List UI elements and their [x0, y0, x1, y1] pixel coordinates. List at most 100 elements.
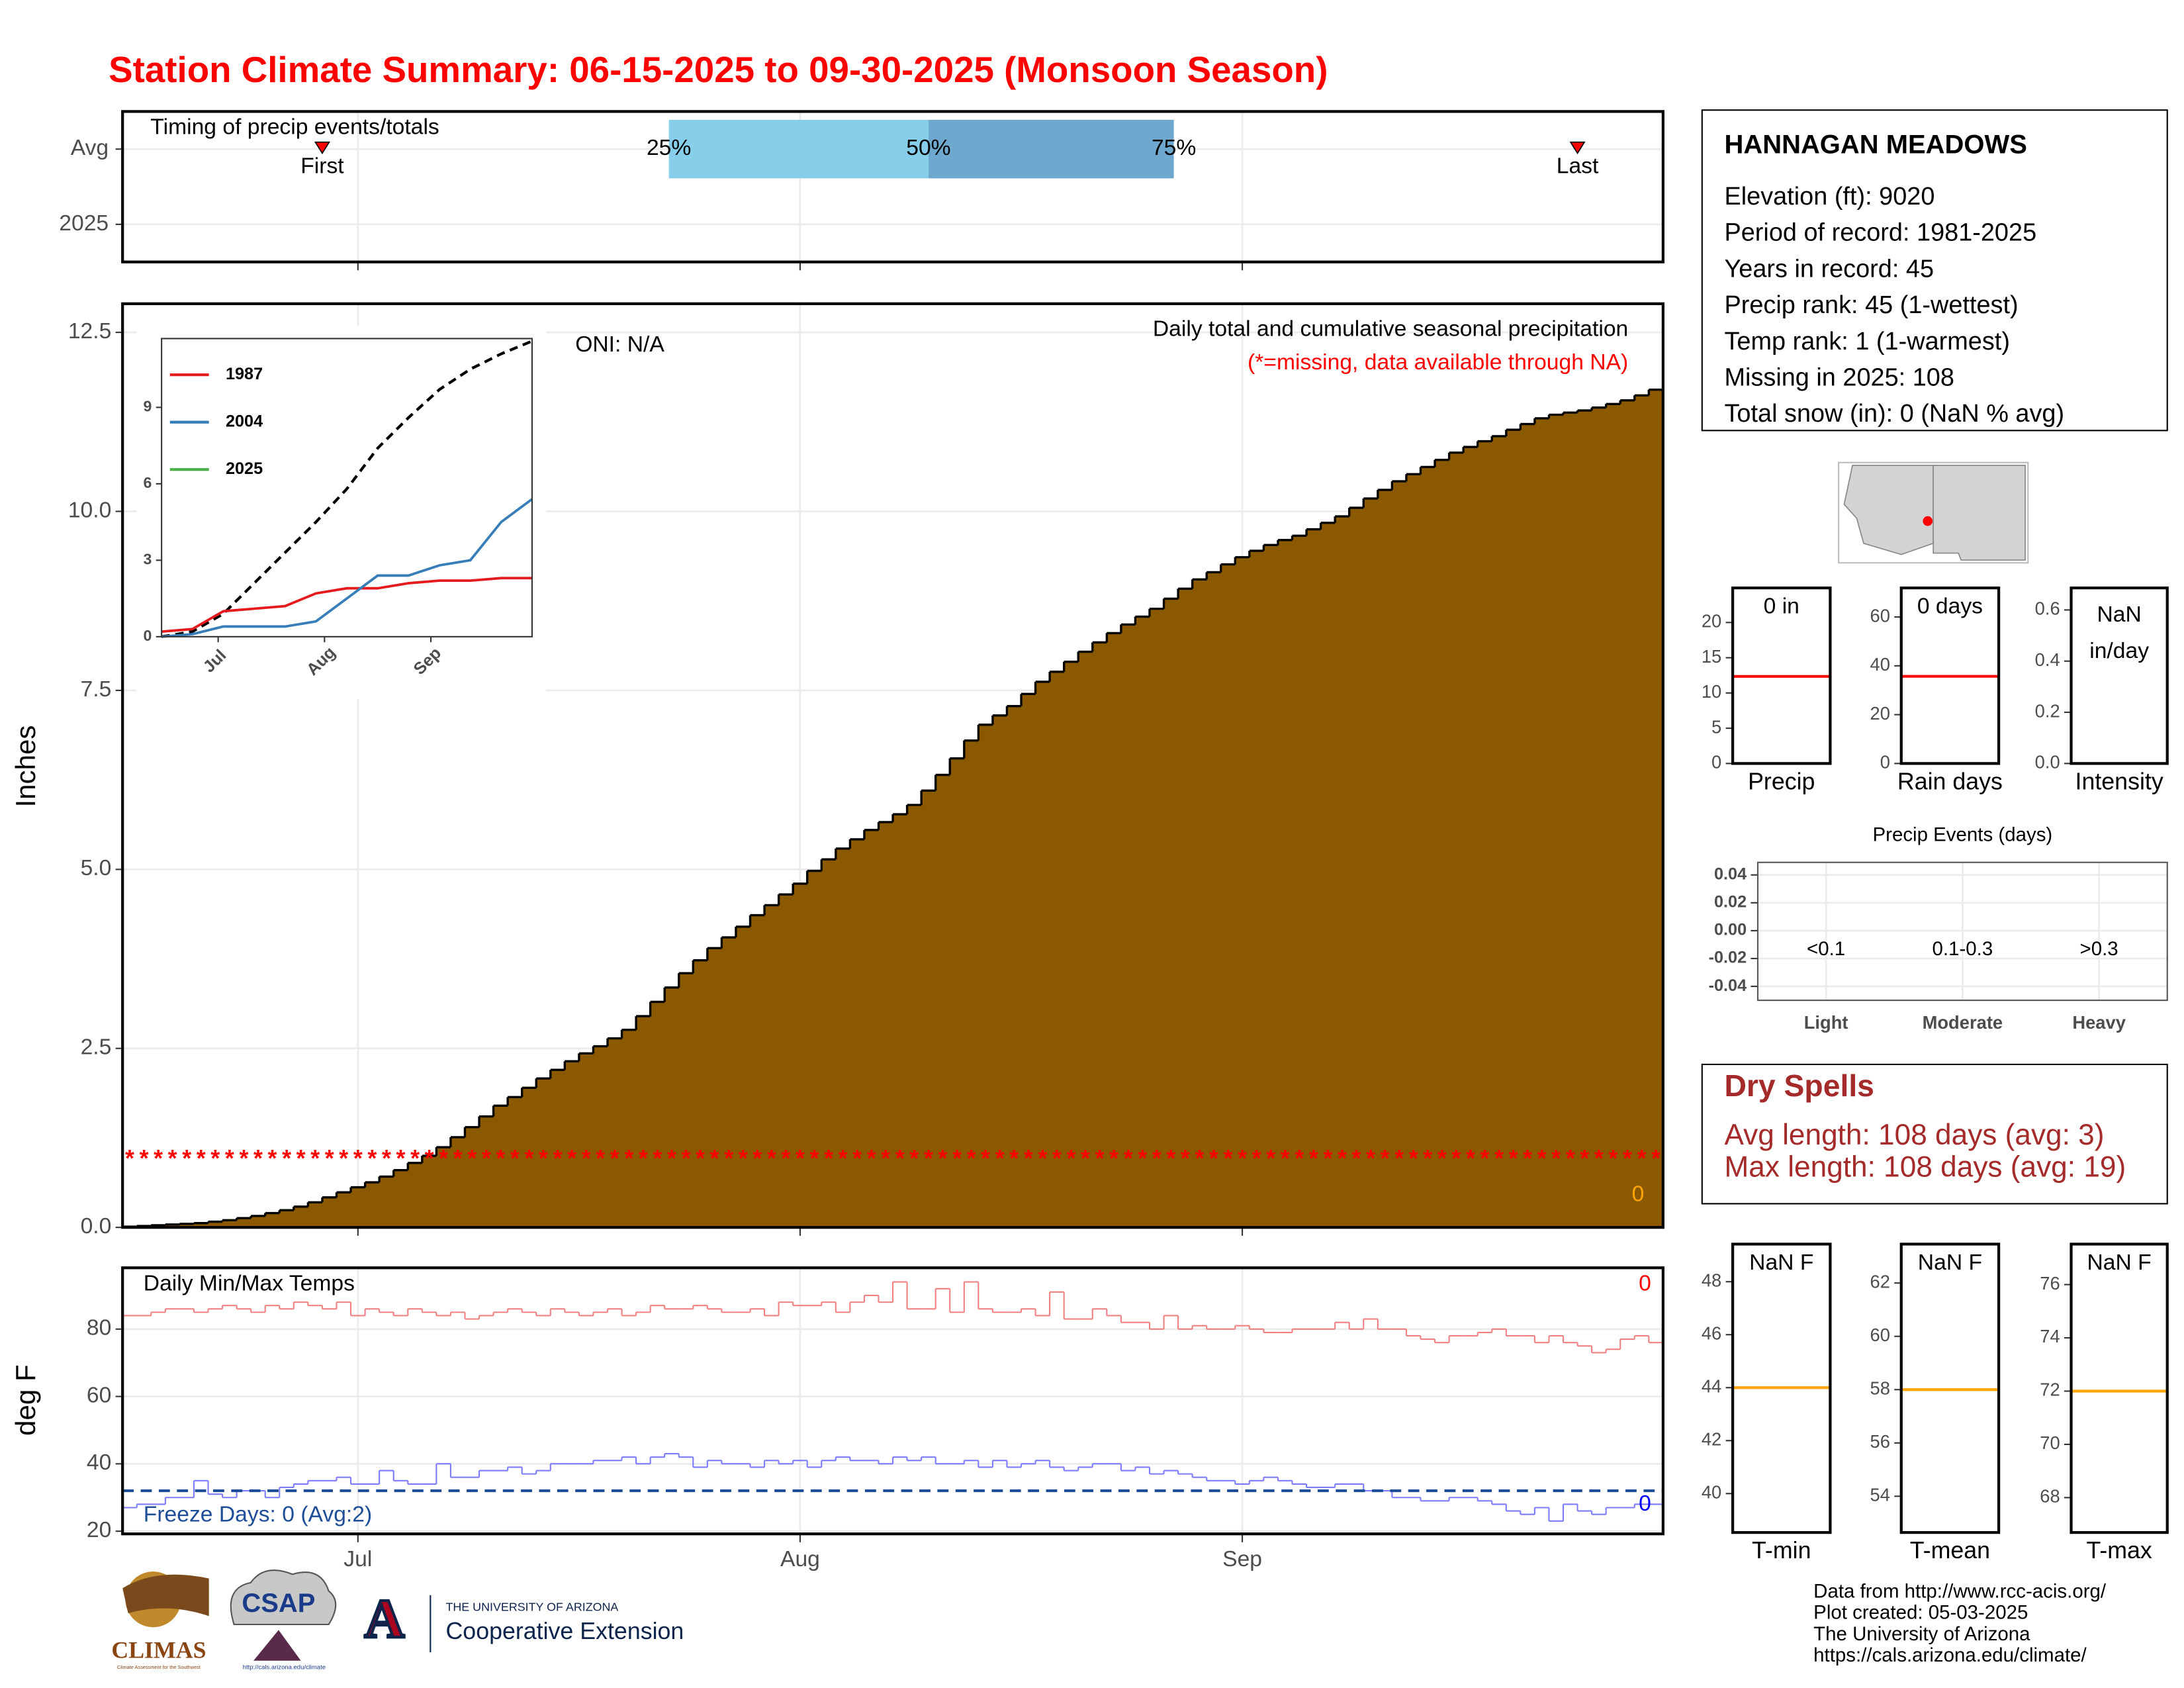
freeze-label: Freeze Days: 0 (Avg:2) [144, 1503, 372, 1527]
legend-label: 1987 [226, 365, 263, 383]
y-tick-label: 56 [1870, 1431, 1890, 1452]
y-tick-label: 60 [1870, 1325, 1890, 1345]
missing-marker: * [810, 1145, 819, 1172]
precip-area [935, 774, 951, 1228]
bar-sublabel: >0.3 [2080, 938, 2118, 960]
y-tick-label: 0 [1711, 752, 1721, 773]
quartile-box [928, 120, 1174, 179]
dry-spells-box [1701, 1063, 2168, 1205]
chart-title: Precip Events (days) [1873, 824, 2053, 846]
y-tick-label: 80 [87, 1316, 111, 1340]
box-xlabel: Rain days [1897, 768, 2003, 794]
precip-area [1506, 430, 1522, 1228]
precip-area [222, 1220, 238, 1228]
precip-area [1064, 661, 1079, 1228]
missing-marker: * [1252, 1145, 1261, 1172]
missing-marker: * [154, 1145, 163, 1172]
precip-area [1520, 424, 1535, 1228]
precip-area [1534, 418, 1550, 1228]
precip-area [393, 1170, 409, 1228]
y-tick-label: 7.5 [81, 677, 112, 702]
missing-marker: * [824, 1145, 833, 1172]
precip-area [636, 1016, 651, 1228]
y-tick-label: -0.02 [1709, 949, 1747, 967]
missing-marker: * [453, 1145, 463, 1172]
y-tick-label: 0.6 [2035, 598, 2060, 619]
missing-marker: * [1181, 1145, 1190, 1172]
y-tick-label: 68 [2040, 1486, 2060, 1507]
y-tick-label: 20 [87, 1518, 111, 1542]
marker-label: First [300, 154, 344, 178]
station-line: Precip rank: 45 (1-wettest) [1724, 291, 2018, 319]
y-tick-label: 9 [144, 397, 152, 414]
station-dot [1923, 516, 1933, 526]
box-xlabel: T-max [2086, 1537, 2152, 1564]
station-line: Elevation (ft): 9020 [1724, 183, 1934, 211]
max-count: 0 [1639, 1271, 1651, 1295]
precip-area [1035, 681, 1050, 1228]
precip-area [1349, 508, 1365, 1228]
precip-area [279, 1210, 295, 1228]
missing-marker: * [967, 1145, 976, 1172]
missing-marker: * [1138, 1145, 1147, 1172]
missing-marker: * [1523, 1145, 1532, 1172]
panel-frame [121, 1266, 1664, 1536]
missing-marker: * [796, 1145, 805, 1172]
missing-marker: * [439, 1145, 448, 1172]
precip-area [1377, 490, 1393, 1228]
missing-marker: * [752, 1145, 762, 1172]
missing-marker: * [482, 1145, 491, 1172]
station-line: Missing in 2025: 108 [1724, 363, 1954, 391]
x-tick-label: Moderate [1923, 1012, 2003, 1033]
precip-area [1420, 467, 1435, 1228]
missing-marker: * [539, 1145, 548, 1172]
precip-area [1492, 436, 1507, 1228]
missing-marker: * [140, 1145, 149, 1172]
ua-bottom: Cooperative Extension [445, 1618, 684, 1644]
missing-marker: * [952, 1145, 962, 1172]
precip-area [251, 1215, 266, 1228]
missing-marker: * [867, 1145, 876, 1172]
legend-label: 2025 [226, 459, 263, 478]
series-line [161, 498, 533, 638]
y-tick-label: 0 [144, 627, 152, 644]
precip-area [365, 1182, 380, 1228]
missing-marker: * [667, 1145, 676, 1172]
missing-marker: * [182, 1145, 191, 1172]
credit-line: Plot created: 05-03-2025 [1813, 1602, 2028, 1624]
station-box [1701, 109, 2168, 432]
missing-marker: * [396, 1145, 406, 1172]
missing-marker: * [781, 1145, 790, 1172]
box-frame [2070, 586, 2169, 765]
x-tick-label: Sep [1222, 1547, 1262, 1571]
y-tick-label: 10 [1702, 681, 1721, 702]
missing-marker: * [1052, 1145, 1062, 1172]
precip-area [1335, 516, 1350, 1228]
missing-marker: * [909, 1145, 919, 1172]
quartile-label: 25% [647, 136, 691, 160]
missing-marker: * [895, 1145, 905, 1172]
missing-marker: * [1352, 1145, 1361, 1172]
total-label: 0 [1632, 1182, 1645, 1207]
precip-area [1463, 447, 1479, 1228]
precip-area [351, 1187, 366, 1228]
missing-marker: * [739, 1145, 748, 1172]
precip-area [536, 1078, 551, 1228]
box-frame [1899, 1243, 2001, 1534]
missing-marker: * [1451, 1145, 1461, 1172]
missing-marker: * [1566, 1145, 1575, 1172]
marker-label: Last [1557, 154, 1599, 178]
missing-marker: * [410, 1145, 420, 1172]
missing-marker: * [696, 1145, 705, 1172]
y-tick-label: 0.4 [2035, 649, 2060, 670]
missing-marker: * [1423, 1145, 1432, 1172]
y-tick-label: 58 [1870, 1378, 1890, 1398]
precip-area [308, 1202, 323, 1228]
y-tick-label: 0.2 [2035, 700, 2060, 721]
missing-marker: * [852, 1145, 862, 1172]
missing-marker: * [1209, 1145, 1218, 1172]
missing-marker: * [1394, 1145, 1404, 1172]
missing-marker: * [1066, 1145, 1075, 1172]
box-frame [2070, 1243, 2169, 1534]
x-tick-label: Jul [343, 1547, 372, 1571]
